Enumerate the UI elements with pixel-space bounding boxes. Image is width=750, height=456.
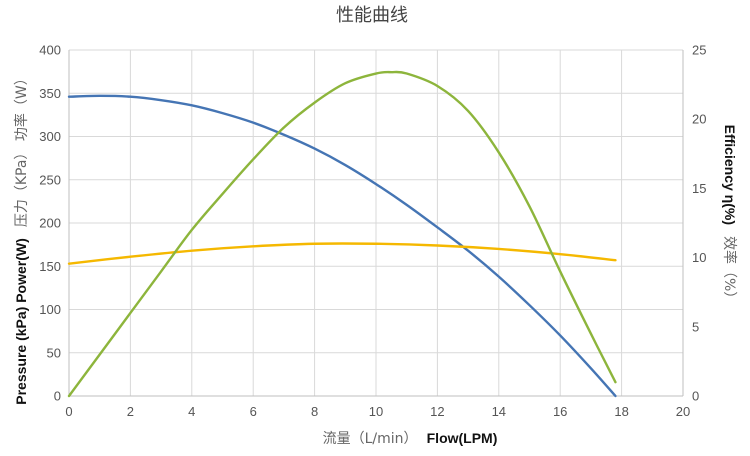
y-left-tick-label: 0 <box>54 389 61 404</box>
axes <box>68 50 684 397</box>
y-left-tick-label: 300 <box>39 129 61 144</box>
y-right-tick-label: 20 <box>692 112 706 127</box>
x-tick-label: 16 <box>553 404 567 419</box>
chart-title: 性能曲线 <box>336 5 408 26</box>
svg-text:流量（L/min） Flow(LPM): 流量（L/min） Flow(LPM) <box>323 428 498 447</box>
y-right-tick-label: 10 <box>692 250 706 265</box>
y-right-axis-title-en: Efficiency η(%) <box>722 125 738 225</box>
x-tick-label: 10 <box>369 404 383 419</box>
x-tick-label: 4 <box>188 404 195 419</box>
x-tick-label: 2 <box>127 404 134 419</box>
y-right-tick-label: 15 <box>692 181 706 196</box>
svg-text:Efficiency η(%) 效率（%）: Efficiency η(%) 效率（%） <box>721 125 740 306</box>
y-left-tick-label: 250 <box>39 172 61 187</box>
y-right-axis-title: Efficiency η(%) 效率（%） <box>721 125 740 306</box>
x-axis-title-cn: 流量（L/min） <box>323 431 418 447</box>
x-tick-label: 0 <box>65 404 72 419</box>
y-left-tick-label: 400 <box>39 43 61 58</box>
efficiency-curve <box>67 70 617 398</box>
pressure-curve <box>67 242 617 265</box>
y-left-axis-title-en: Pressure (kPa) Power(W) <box>13 238 29 405</box>
y-left-tick-label: 200 <box>39 216 61 231</box>
x-tick-label: 14 <box>492 404 506 419</box>
y-left-tick-label: 50 <box>47 345 61 360</box>
tick-labels: 0 2 4 6 8 10 12 14 16 18 2005010015020025030035040… <box>39 43 706 420</box>
x-tick-label: 12 <box>430 404 444 419</box>
y-left-tick-label: 100 <box>39 302 61 317</box>
y-left-axis-title-cn: 压力（KPa） 功率（W） <box>13 71 30 227</box>
y-right-axis-title-cn: 效率（%） <box>721 236 738 305</box>
y-left-tick-label: 350 <box>39 86 61 101</box>
x-tick-label: 6 <box>250 404 257 419</box>
y-right-tick-label: 0 <box>692 389 699 404</box>
x-axis-title-en: Flow(LPM) <box>427 430 498 446</box>
series-lines <box>67 70 617 398</box>
x-tick-label: 8 <box>311 404 318 419</box>
power-curve <box>67 94 617 398</box>
y-right-tick-label: 5 <box>692 319 699 334</box>
svg-text:Pressure (kPa) Power(W): Pressure (kPa) Power(W) 压力（KPa） 功率（W） <box>11 71 30 404</box>
y-right-tick-label: 25 <box>692 43 706 58</box>
x-tick-label: 18 <box>614 404 628 419</box>
x-axis-title: 流量（L/min） Flow(LPM) <box>323 428 498 447</box>
grid <box>69 49 683 396</box>
y-left-axis-title: Pressure (kPa) Power(W) 压力（KPa） 功率（W） <box>11 71 30 404</box>
x-tick-label: 20 <box>676 404 690 419</box>
y-left-tick-label: 150 <box>39 259 61 274</box>
